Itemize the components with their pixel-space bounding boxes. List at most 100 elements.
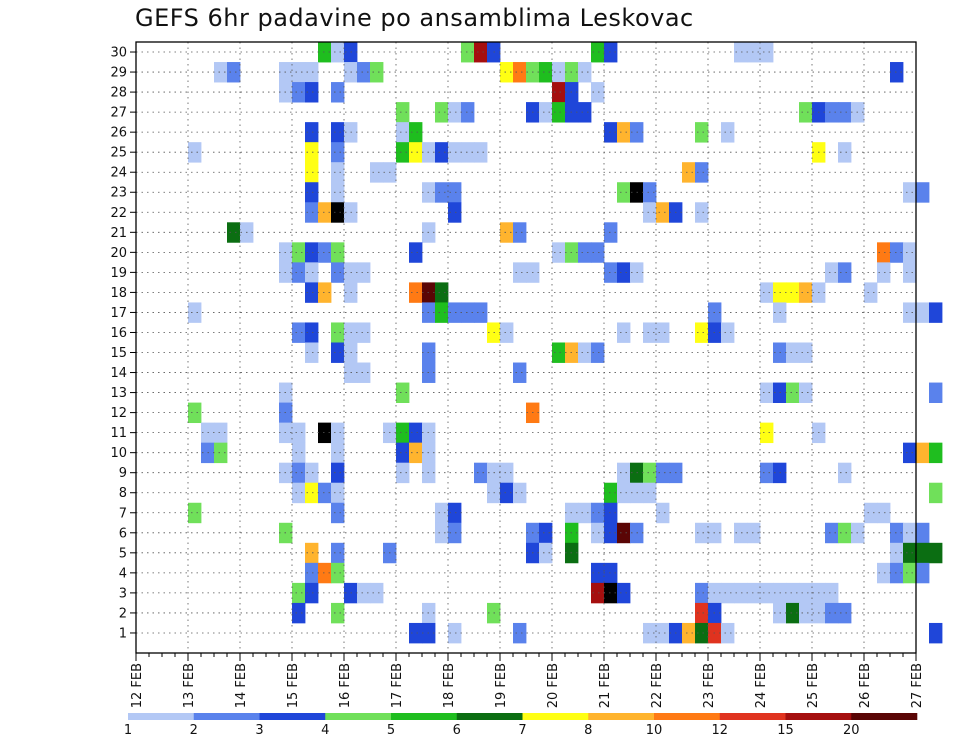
heatmap-cell	[448, 302, 462, 323]
heatmap-cell	[292, 322, 306, 343]
heatmap-cell	[331, 42, 345, 63]
heatmap-cell	[318, 42, 332, 63]
heatmap-cell	[539, 62, 553, 83]
heatmap-cell	[591, 582, 605, 604]
y-tick-label: 23	[110, 186, 127, 201]
heatmap-cell	[396, 442, 410, 464]
heatmap-cell	[552, 82, 566, 103]
heatmap-cell	[357, 262, 371, 283]
heatmap-cell	[799, 342, 813, 363]
heatmap-cell	[292, 62, 306, 83]
heatmap-cell	[591, 82, 605, 103]
y-tick-label: 7	[119, 506, 127, 521]
y-tick-label: 8	[119, 486, 127, 501]
heatmap-cell	[903, 182, 917, 203]
heatmap-cell	[292, 482, 306, 504]
heatmap-cell	[227, 222, 241, 243]
heatmap-cell	[396, 142, 410, 163]
heatmap-cell	[799, 382, 813, 403]
heatmap-cell	[890, 522, 904, 544]
heatmap-cell	[604, 562, 618, 584]
heatmap-cell	[695, 162, 709, 183]
heatmap-cell	[474, 142, 488, 163]
heatmap-cell	[916, 442, 930, 464]
heatmap-cell	[331, 262, 345, 283]
heatmap-cell	[682, 162, 696, 183]
heatmap-cell	[305, 282, 319, 303]
legend-label: 6	[453, 723, 461, 738]
legend-color-swatch	[325, 713, 392, 720]
heatmap-cell	[604, 42, 618, 63]
heatmap-cell	[188, 402, 202, 424]
heatmap-cell	[903, 542, 917, 564]
heatmap-cell	[396, 122, 410, 143]
heatmap-cell	[916, 562, 930, 584]
heatmap-cell	[318, 202, 332, 223]
heatmap-cell	[643, 182, 657, 203]
y-tick-label: 11	[110, 426, 127, 441]
heatmap-cell	[552, 242, 566, 263]
heatmap-cell	[877, 562, 891, 584]
heatmap-cell	[578, 502, 592, 524]
y-tick-label: 27	[110, 106, 127, 121]
heatmap-cell	[604, 122, 618, 143]
heatmap-cell	[305, 542, 319, 564]
heatmap-cell	[838, 262, 852, 283]
heatmap-cell	[214, 62, 228, 83]
heatmap-cell	[305, 182, 319, 203]
heatmap-cell	[786, 282, 800, 303]
heatmap-cell	[786, 602, 800, 624]
heatmap-cell	[604, 482, 618, 504]
heatmap-cell	[695, 122, 709, 143]
y-tick-label: 28	[110, 86, 127, 101]
heatmap-cell	[357, 362, 371, 383]
heatmap-cell	[734, 42, 748, 63]
heatmap-cell	[292, 442, 306, 464]
legend-label: 12	[711, 723, 728, 738]
heatmap-cell	[331, 502, 345, 524]
heatmap-cell	[786, 342, 800, 363]
heatmap-cell	[357, 322, 371, 343]
heatmap-cell	[734, 522, 748, 544]
heatmap-cell	[305, 62, 319, 83]
y-tick-label: 26	[110, 126, 127, 141]
y-tick-label: 3	[119, 586, 127, 601]
heatmap-cell	[448, 182, 462, 203]
heatmap-cell	[448, 522, 462, 544]
heatmap-cell	[331, 542, 345, 564]
heatmap-cell	[331, 602, 345, 624]
heatmap-cell	[799, 102, 813, 123]
heatmap-cell	[331, 242, 345, 263]
heatmap-cell	[188, 302, 202, 323]
heatmap-cell	[656, 322, 670, 343]
heatmap-cell	[305, 262, 319, 283]
heatmap-cell	[695, 322, 709, 343]
heatmap-cell	[305, 122, 319, 143]
legend-color-swatch	[785, 713, 852, 720]
heatmap-cell	[292, 422, 306, 444]
legend-label: 4	[321, 723, 329, 738]
heatmap-cell	[721, 622, 735, 644]
legend-label: 10	[646, 723, 663, 738]
y-tick-label: 16	[110, 326, 127, 341]
heatmap-cell	[435, 502, 449, 524]
heatmap-cell	[578, 342, 592, 363]
y-tick-label: 17	[110, 306, 127, 321]
legend-label: 7	[518, 723, 526, 738]
heatmap-cell	[617, 122, 631, 143]
heatmap-cell	[929, 622, 943, 644]
heatmap-cell	[448, 502, 462, 524]
heatmap-cell	[825, 262, 839, 283]
heatmap-cell	[331, 342, 345, 363]
heatmap-cell	[864, 282, 878, 303]
heatmap-cell	[760, 42, 774, 63]
heatmap-cell	[617, 582, 631, 604]
heatmap-cell	[643, 482, 657, 504]
heatmap-cell	[552, 102, 566, 123]
heatmap-cell	[643, 462, 657, 484]
x-tick-label: 20 FEB	[546, 663, 561, 708]
y-tick-label: 14	[110, 366, 127, 381]
x-tick-label: 22 FEB	[650, 663, 665, 708]
y-tick-label: 15	[110, 346, 127, 361]
heatmap-cell	[409, 242, 423, 263]
